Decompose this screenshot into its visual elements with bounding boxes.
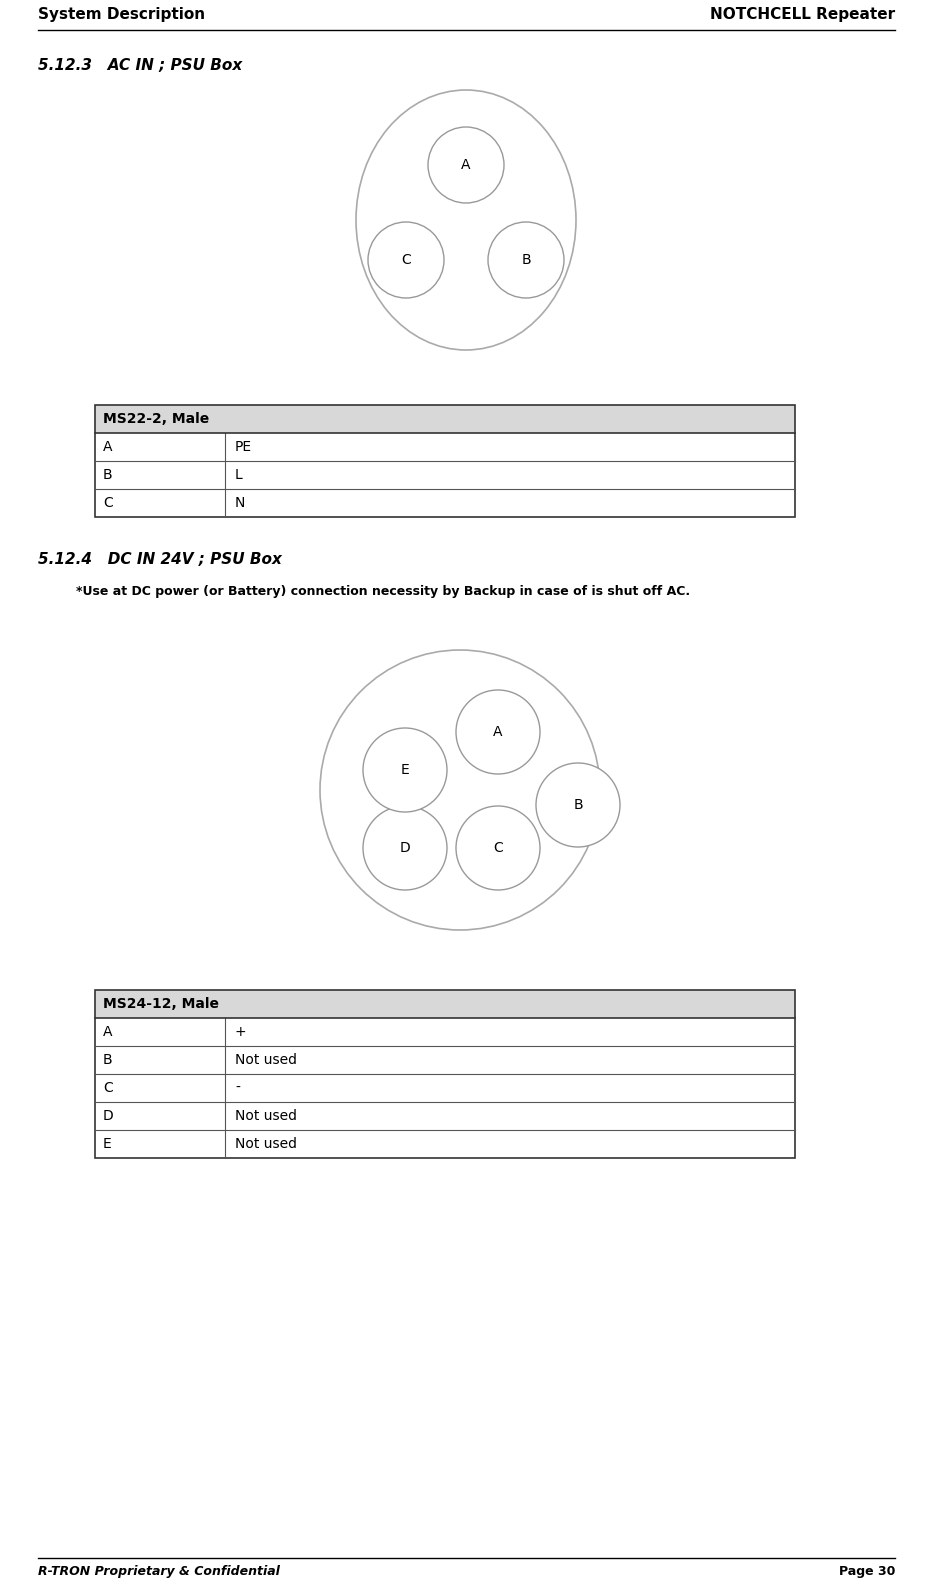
Text: Not used: Not used — [235, 1137, 297, 1151]
Text: PE: PE — [235, 440, 252, 454]
Text: R-TRON Proprietary & Confidential: R-TRON Proprietary & Confidential — [38, 1566, 280, 1578]
Text: C: C — [103, 1081, 113, 1096]
Text: 5.12.4   DC IN 24V ; PSU Box: 5.12.4 DC IN 24V ; PSU Box — [38, 553, 282, 567]
Text: B: B — [103, 1053, 113, 1067]
Text: A: A — [461, 157, 471, 172]
Text: A: A — [103, 440, 113, 454]
Text: 5.12.3   AC IN ; PSU Box: 5.12.3 AC IN ; PSU Box — [38, 57, 243, 73]
Text: D: D — [399, 842, 411, 854]
Text: C: C — [494, 842, 503, 854]
Text: -: - — [235, 1081, 240, 1096]
Bar — [95, 405, 795, 434]
Text: Page 30: Page 30 — [839, 1566, 895, 1578]
Text: NOTCHCELL Repeater: NOTCHCELL Repeater — [710, 8, 895, 22]
Text: *Use at DC power (or Battery) connection necessity by Backup in case of is shut : *Use at DC power (or Battery) connection… — [76, 586, 690, 599]
Circle shape — [488, 222, 564, 299]
Text: E: E — [103, 1137, 112, 1151]
Bar — [95, 989, 795, 1158]
Text: MS24-12, Male: MS24-12, Male — [103, 997, 219, 1012]
Circle shape — [363, 807, 447, 889]
Text: MS22-2, Male: MS22-2, Male — [103, 411, 209, 426]
Text: Not used: Not used — [235, 1053, 297, 1067]
Text: N: N — [235, 495, 245, 510]
Text: A: A — [103, 1024, 113, 1039]
Text: A: A — [494, 726, 503, 738]
Text: +: + — [235, 1024, 246, 1039]
Circle shape — [428, 127, 504, 203]
Circle shape — [456, 691, 540, 773]
Text: L: L — [235, 468, 243, 483]
Ellipse shape — [356, 91, 576, 349]
Circle shape — [363, 727, 447, 811]
Text: C: C — [103, 495, 113, 510]
Circle shape — [368, 222, 444, 299]
Circle shape — [456, 807, 540, 889]
Text: B: B — [103, 468, 113, 483]
Circle shape — [536, 762, 620, 846]
Bar — [95, 989, 795, 1018]
Text: C: C — [401, 252, 411, 267]
Circle shape — [320, 649, 600, 931]
Text: System Description: System Description — [38, 8, 205, 22]
Text: B: B — [522, 252, 531, 267]
Bar — [95, 405, 795, 518]
Text: B: B — [573, 799, 583, 811]
Text: E: E — [400, 762, 410, 777]
Text: Not used: Not used — [235, 1108, 297, 1123]
Text: D: D — [103, 1108, 114, 1123]
